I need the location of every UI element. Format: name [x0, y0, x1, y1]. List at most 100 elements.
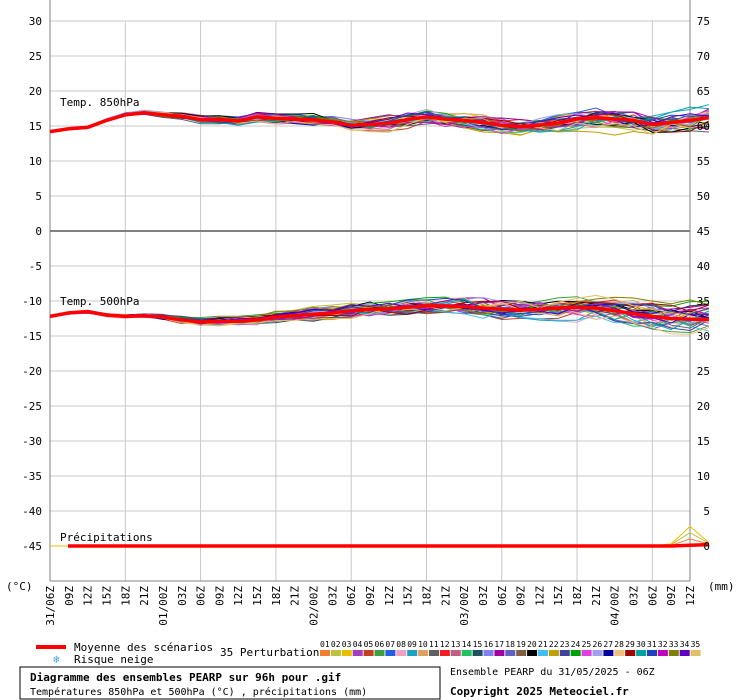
- member-legend-swatch: [461, 650, 472, 656]
- member-legend-swatch: [516, 650, 527, 656]
- member-legend-number: 06: [375, 640, 385, 649]
- member-legend-number: 09: [407, 640, 417, 649]
- member-legend-number: 08: [396, 640, 406, 649]
- left-tick-label: -10: [22, 295, 42, 308]
- right-tick-label: 0: [703, 540, 710, 553]
- x-tick-label: 12Z: [232, 586, 245, 606]
- x-tick-label: 18Z: [119, 586, 132, 606]
- right-tick-label: 20: [697, 400, 710, 413]
- x-tick-label: 12Z: [383, 586, 396, 606]
- member-legend-swatch: [592, 650, 603, 656]
- member-legend-number: 31: [647, 640, 657, 649]
- member-legend-swatch: [614, 650, 625, 656]
- member-legend-number: 18: [505, 640, 515, 649]
- member-legend-number: 20: [527, 640, 537, 649]
- member-legend-swatch: [668, 650, 679, 656]
- x-tick-label: 12Z: [533, 586, 546, 606]
- member-legend-swatch: [581, 650, 592, 656]
- member-legend-number: 07: [385, 640, 395, 649]
- left-tick-label: -40: [22, 505, 42, 518]
- member-legend-swatch: [341, 650, 352, 656]
- member-legend-number: 26: [593, 640, 603, 649]
- x-tick-label: 15Z: [251, 586, 264, 606]
- member-legend-swatch: [352, 650, 363, 656]
- right-tick-label: 35: [697, 295, 710, 308]
- x-tick-label: 06Z: [345, 586, 358, 606]
- member-legend-number: 19: [516, 640, 526, 649]
- member-legend-swatch: [330, 650, 341, 656]
- member-legend-swatch: [450, 650, 461, 656]
- member-legend-swatch: [320, 650, 330, 656]
- member-legend-swatch: [483, 650, 494, 656]
- x-tick-label: 03Z: [176, 586, 189, 606]
- member-legend-number: 11: [429, 640, 439, 649]
- member-legend-swatch: [538, 650, 548, 656]
- member-legend-number: 34: [680, 640, 690, 649]
- right-tick-label: 30: [697, 330, 710, 343]
- mean-precip-line: [68, 542, 709, 548]
- x-tick-label: 18Z: [270, 586, 283, 606]
- member-legend-number: 28: [614, 640, 624, 649]
- mean-t500-line: [49, 304, 709, 324]
- member-legend-swatch: [505, 650, 516, 656]
- right-tick-label: 60: [697, 120, 710, 133]
- member-legend: 01 02 03 04 05 06 07 08 09 10 11 12 13 14 15 16 17 18 19 20…: [320, 640, 701, 656]
- right-unit: (mm): [708, 580, 735, 593]
- right-tick-label: 5: [703, 505, 710, 518]
- left-tick-label: -45: [22, 540, 42, 553]
- precip-label: Précipitations: [60, 531, 153, 544]
- t500-label: Temp. 500hPa: [60, 295, 139, 308]
- x-tick-label: 18Z: [420, 586, 433, 606]
- x-tick-label: 09Z: [515, 586, 528, 606]
- x-tick-label: 01/00Z: [157, 586, 170, 626]
- member-legend-number: 02: [331, 640, 341, 649]
- member-legend-number: 16: [484, 640, 494, 649]
- x-tick-label: 18Z: [571, 586, 584, 606]
- x-tick-label: 21Z: [289, 586, 302, 606]
- x-tick-label: 31/06Z: [44, 586, 57, 626]
- right-tick-label: 40: [697, 260, 710, 273]
- left-tick-label: -35: [22, 470, 42, 483]
- x-tick-label: 09Z: [665, 586, 678, 606]
- member-legend-swatch: [407, 650, 418, 656]
- perturbations-label: 35 Perturbations: [220, 646, 326, 659]
- member-legend-swatch: [385, 650, 396, 656]
- member-legend-swatch: [690, 650, 701, 656]
- member-legend-swatch: [679, 650, 690, 656]
- member-legend-number: 23: [560, 640, 570, 649]
- member-legend-number: 01: [320, 640, 330, 649]
- x-tick-label: 21Z: [138, 586, 151, 606]
- member-legend-swatch: [625, 650, 636, 656]
- right-tick-label: 75: [697, 15, 710, 28]
- member-legend-number: 32: [658, 640, 668, 649]
- right-tick-label: 10: [697, 470, 710, 483]
- member-legend-number: 15: [473, 640, 483, 649]
- left-tick-label: -25: [22, 400, 42, 413]
- x-tick-label: 12Z: [82, 586, 95, 606]
- member-legend-number: 17: [494, 640, 504, 649]
- x-tick-label: 03Z: [477, 586, 490, 606]
- member-legend-swatch: [418, 650, 429, 656]
- member-legend-swatch: [603, 650, 614, 656]
- right-tick-label: 25: [697, 365, 710, 378]
- member-legend-swatch: [548, 650, 559, 656]
- member-legend-number: 25: [582, 640, 592, 649]
- member-legend-swatch: [439, 650, 450, 656]
- member-lines: [49, 104, 710, 547]
- member-legend-number: 29: [625, 640, 635, 649]
- left-tick-label: 15: [29, 120, 42, 133]
- x-tick-label: 15Z: [552, 586, 565, 606]
- left-tick-label: -15: [22, 330, 42, 343]
- right-tick-label: 50: [697, 190, 710, 203]
- member-legend-number: 27: [603, 640, 613, 649]
- x-tick-label: 21Z: [439, 586, 452, 606]
- x-tick-label: 03Z: [628, 586, 641, 606]
- member-legend-swatch: [647, 650, 657, 656]
- member-legend-number: 12: [440, 640, 450, 649]
- member-legend-swatch: [636, 650, 647, 656]
- snowflake-icon: ❄: [53, 653, 60, 666]
- x-tick-label: 21Z: [590, 586, 603, 606]
- left-tick-label: -20: [22, 365, 42, 378]
